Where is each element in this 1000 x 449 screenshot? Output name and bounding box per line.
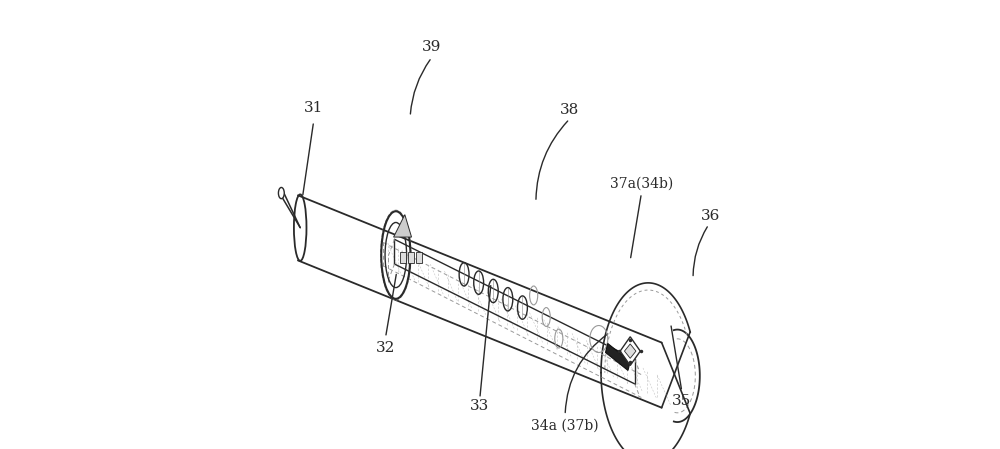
Text: 35: 35 [672, 393, 691, 408]
Text: 31: 31 [304, 101, 323, 115]
Bar [400, 251, 406, 263]
Polygon shape [620, 337, 640, 365]
Text: 32: 32 [376, 341, 395, 355]
Text: 38: 38 [560, 103, 579, 117]
Bar [416, 251, 422, 263]
Bar [408, 251, 414, 263]
Text: 36: 36 [700, 208, 720, 223]
Text: 34a (37b): 34a (37b) [531, 418, 599, 433]
Text: 39: 39 [422, 40, 441, 54]
Polygon shape [606, 343, 630, 370]
Ellipse shape [278, 188, 284, 199]
Text: 37a(34b): 37a(34b) [610, 177, 673, 191]
Text: 33: 33 [470, 399, 489, 414]
Polygon shape [394, 215, 412, 237]
Polygon shape [624, 344, 636, 358]
